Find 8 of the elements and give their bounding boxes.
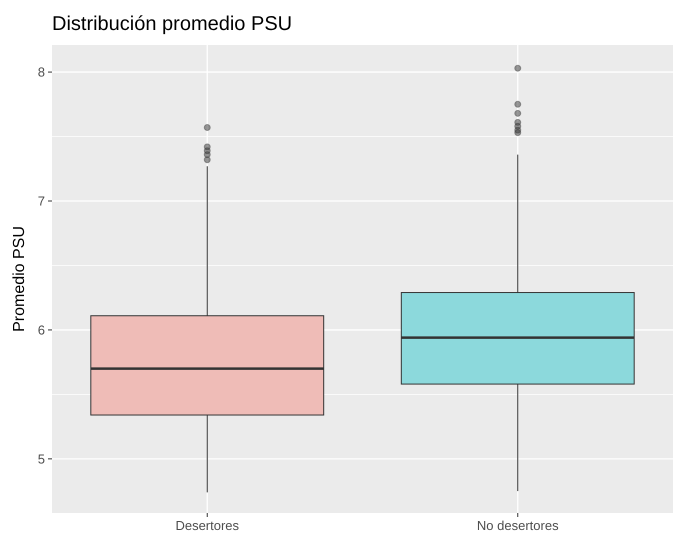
y-tick-label: 8 [38, 64, 45, 80]
x-tick-label: No desertores [476, 518, 560, 533]
x-tick-label: Desertores [175, 518, 240, 533]
y-tick-label: 6 [38, 322, 45, 338]
chart-title: Distribución promedio PSU [52, 13, 292, 35]
y-tick-label: 5 [38, 451, 45, 466]
y-axis-title: Promedio PSU [11, 226, 28, 332]
y-tick-label: 7 [38, 194, 45, 209]
